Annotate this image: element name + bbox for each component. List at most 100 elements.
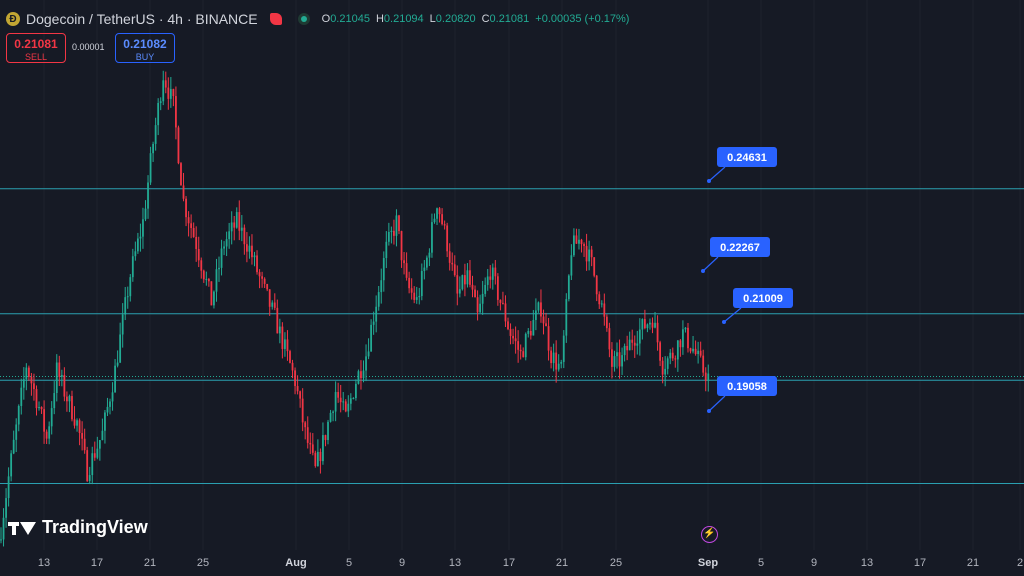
change-value: +0.00035 (+0.17%) [535,13,630,25]
candle-body-175 [443,224,446,226]
candle-body-249 [631,339,634,343]
x-tick-label-2: 21 [144,557,156,569]
high-value: 0.21094 [383,13,424,25]
buy-button[interactable]: 0.21082 BUY [115,33,175,63]
candle-body-121 [306,427,309,443]
candle-body-50 [126,296,129,298]
candle-body-192 [486,276,489,285]
candle-body-166 [420,271,423,297]
candle-body-106 [268,289,271,307]
candle-body-40 [101,430,104,441]
level-callouts: 0.24631 0.22267 0.21009 0.19058 [701,147,793,413]
candle-body-167 [423,267,426,272]
candle-body-230 [583,244,585,246]
grid [43,0,1021,550]
candle-body-163 [413,292,416,300]
x-tick-label-11: Sep [698,557,718,569]
candle-body-202 [512,335,514,339]
candle-body-93 [235,212,238,228]
candle-body-262 [664,368,667,375]
candle-body-113 [286,339,289,352]
candle-body-16 [40,407,43,410]
candle-body-195 [494,267,497,277]
candle-body-172 [436,208,438,219]
candle-body-10 [25,367,28,380]
candle-body-19 [48,426,51,439]
candle-body-36 [91,453,94,476]
candle-body-18 [45,431,48,439]
candle-body-28 [71,396,73,420]
candle-body-115 [291,362,294,371]
candle-body-148 [375,306,378,322]
callout-anchor-3 [707,409,711,413]
candle-body-201 [509,329,512,336]
candle-body-157 [398,215,400,232]
candle-body-38 [96,448,99,458]
candle-body-196 [496,276,499,300]
candle-body-79 [200,260,203,271]
x-tick-label-4: Aug [285,557,306,569]
candle-body-203 [514,338,517,342]
open-value: 0.21045 [330,13,370,25]
tradingview-logo[interactable]: TradingView [8,517,148,538]
candle-body-278 [704,372,707,381]
candle-body-250 [633,342,636,346]
candle-body-270 [684,327,687,330]
candle-body-29 [73,419,76,426]
candle-body-138 [349,398,352,404]
candle-body-154 [390,230,393,232]
candle-body-141 [357,371,360,384]
candle-body-225 [570,255,573,276]
horizontal-levels [0,188,1024,484]
candle-body-111 [281,326,284,349]
candle-body-260 [659,342,661,361]
candle-body-159 [403,260,405,264]
candle-body-22 [55,362,58,394]
flag-icon[interactable] [269,13,282,25]
candle-body-78 [197,248,200,261]
candle-body-54 [136,238,139,252]
candle-body-254 [643,319,646,329]
candle-body-204 [517,341,520,350]
symbol-title[interactable]: Dogecoin / TetherUS · 4h · BINANCE [26,11,258,27]
candle-body-124 [314,452,317,467]
candle-body-26 [66,396,68,402]
candle-body-170 [431,222,433,253]
candle-body-240 [608,328,611,350]
candle-body-145 [367,351,370,357]
callout-pointer-1 [702,256,719,272]
candle-body-80 [202,270,205,280]
candle-body-247 [626,345,629,351]
candle-body-222 [562,335,565,362]
candle-body-57 [144,208,147,220]
buy-label: BUY [135,52,155,62]
candle-body-47 [119,334,122,363]
candle-body-224 [567,275,570,300]
candle-body-133 [337,392,340,398]
lightning-icon[interactable]: ⚡ [701,526,718,543]
candle-body-6 [15,424,18,440]
candle-body-116 [294,370,296,387]
candle-body-173 [438,208,441,215]
candle-body-187 [474,289,476,298]
x-tick-label-12: 5 [758,557,764,569]
candle-body-256 [649,322,651,325]
spread-value: 0.00001 [72,42,105,52]
x-tick-label-3: 25 [197,557,209,569]
candle-body-200 [507,321,509,330]
candle-body-143 [362,370,365,379]
candle-body-177 [448,251,451,263]
candle-body-156 [395,215,398,236]
candle-body-248 [628,339,631,351]
candle-body-216 [547,326,550,351]
candle-body-95 [240,227,243,231]
candle-body-199 [504,303,507,322]
candle-body-257 [651,322,654,328]
market-status-icon[interactable] [297,13,310,25]
candle-body-226 [573,235,575,256]
candle-body-84 [213,291,215,306]
candle-body-273 [692,348,694,352]
sell-button[interactable]: 0.21081 SELL [6,33,66,63]
candle-body-208 [527,330,530,334]
